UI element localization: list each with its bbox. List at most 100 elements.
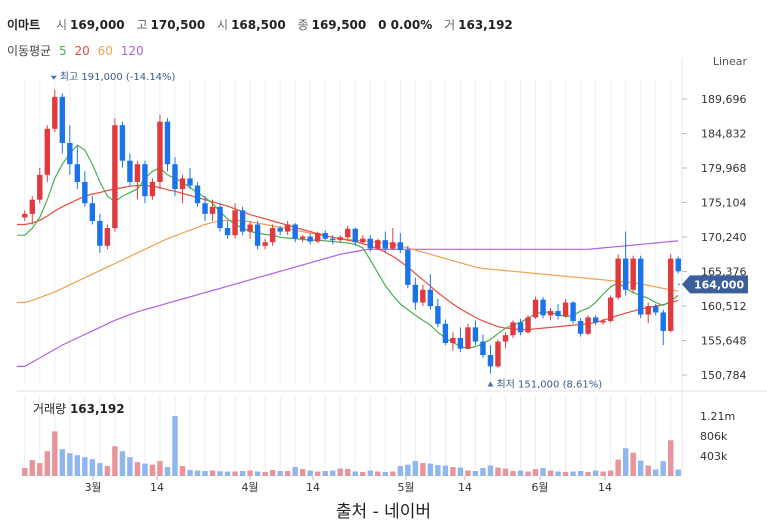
candle-body	[127, 160, 133, 182]
candle-body	[653, 306, 659, 313]
x-tick-label: 4월	[241, 481, 258, 494]
volume-bar	[239, 471, 246, 476]
min-marker	[487, 381, 494, 387]
max-marker	[50, 75, 57, 80]
volume-bar	[127, 457, 133, 476]
source-caption: 출처 - 네이버	[335, 502, 432, 522]
volume-bar	[668, 440, 674, 476]
volume-bar	[29, 460, 35, 476]
ma-20-line	[17, 184, 679, 331]
price-chart[interactable]: 189,696 184,832 179,968 175,104 170,240 165,3…	[0, 0, 767, 495]
volume-bar	[299, 469, 306, 476]
candle-body	[330, 238, 336, 241]
volume-bar	[360, 472, 366, 476]
volume-label: 거	[444, 18, 456, 32]
candle-body	[600, 320, 606, 323]
volume-bar	[615, 459, 621, 476]
volume-bar	[104, 466, 111, 476]
x-tick-label: 3월	[84, 481, 101, 494]
candle-body	[239, 210, 246, 232]
candle-body	[562, 302, 569, 317]
ma-20-label: 20	[74, 44, 90, 58]
volume-bar	[607, 470, 614, 476]
candle-body	[510, 322, 516, 336]
volume-bar	[112, 446, 118, 476]
candle-body	[217, 206, 223, 229]
candle-body	[645, 306, 651, 315]
volume-bar	[382, 472, 389, 476]
volume-bar	[292, 467, 298, 476]
candle-body	[314, 233, 321, 242]
candle-body	[29, 199, 35, 214]
volume-bar	[585, 472, 591, 476]
volume-bar	[352, 471, 358, 476]
candle-body	[202, 203, 208, 214]
min-price-annotation: 최저 151,000 (8.61%)	[496, 378, 602, 390]
volume-bar	[555, 471, 561, 476]
candle-body	[97, 220, 103, 246]
x-tick-label: 14	[458, 481, 472, 494]
y-tick-label: 165,376	[701, 266, 747, 279]
candle-body	[472, 327, 479, 342]
volume-bar	[59, 449, 66, 476]
candle-body	[337, 237, 343, 241]
ma-60-line	[17, 219, 679, 304]
volume-bar	[337, 468, 343, 476]
volume-bar	[570, 471, 576, 476]
candle-body	[179, 178, 186, 190]
volume-bar	[149, 464, 156, 476]
candle-body	[360, 238, 366, 243]
candle-body	[442, 323, 449, 343]
candle-body	[164, 121, 171, 165]
candle-body	[457, 338, 464, 349]
y-tick-label: 175,104	[701, 197, 747, 210]
volume-tick-label: 806k	[700, 430, 728, 443]
volume-panel-label: 거래량 163,192	[33, 400, 125, 417]
volume-bar	[232, 471, 238, 476]
ma-5-line	[17, 144, 679, 350]
candle-body	[67, 142, 73, 165]
moving-average-legend[interactable]: 이동평균 5 20 60 120	[7, 42, 148, 59]
y-tick-label: 179,968	[701, 162, 747, 175]
low-label: 시	[217, 18, 229, 32]
volume-bar	[645, 465, 651, 476]
candle-body	[502, 335, 509, 342]
volume-bar	[532, 469, 539, 476]
candle-body	[269, 228, 276, 243]
candle-body	[247, 224, 253, 232]
volume-bar	[187, 470, 193, 476]
volume-bar	[675, 469, 681, 476]
quote-header: 이마트 시 169,000 고 170,500 시 168,500 종 169,500 …	[7, 16, 521, 33]
volume-bar	[314, 471, 321, 476]
current-price-badge	[682, 275, 748, 294]
change-value: 0 0.00%	[378, 18, 433, 32]
volume-bar	[562, 472, 569, 476]
candle-body	[675, 258, 681, 272]
stock-name: 이마트	[7, 18, 41, 32]
ma-60-label: 60	[97, 44, 113, 58]
candle-body	[82, 181, 88, 204]
candle-body	[254, 224, 261, 246]
volume-bar	[119, 451, 126, 476]
candle-body	[112, 125, 118, 229]
ma-120-line	[17, 240, 679, 367]
volume-bar	[622, 448, 629, 476]
ma-5-label: 5	[59, 44, 67, 58]
volume-bar	[592, 470, 599, 476]
candle-body	[487, 355, 494, 367]
volume-bar	[480, 468, 486, 476]
x-tick-label: 14	[598, 481, 612, 494]
volume-bar	[67, 453, 73, 476]
high-label: 고	[136, 18, 148, 32]
candle-body	[104, 228, 111, 246]
volume-bar	[157, 461, 163, 476]
volume-tick-label: 1.21m	[700, 410, 735, 423]
open-label: 시	[55, 18, 67, 32]
candle-body	[435, 306, 441, 324]
scale-type-toggle[interactable]: Linear	[712, 55, 747, 68]
candle-body	[375, 240, 381, 249]
volume-bar	[345, 469, 351, 476]
candle-body	[292, 224, 298, 239]
volume-bar	[179, 466, 186, 476]
volume-bar	[194, 470, 201, 476]
